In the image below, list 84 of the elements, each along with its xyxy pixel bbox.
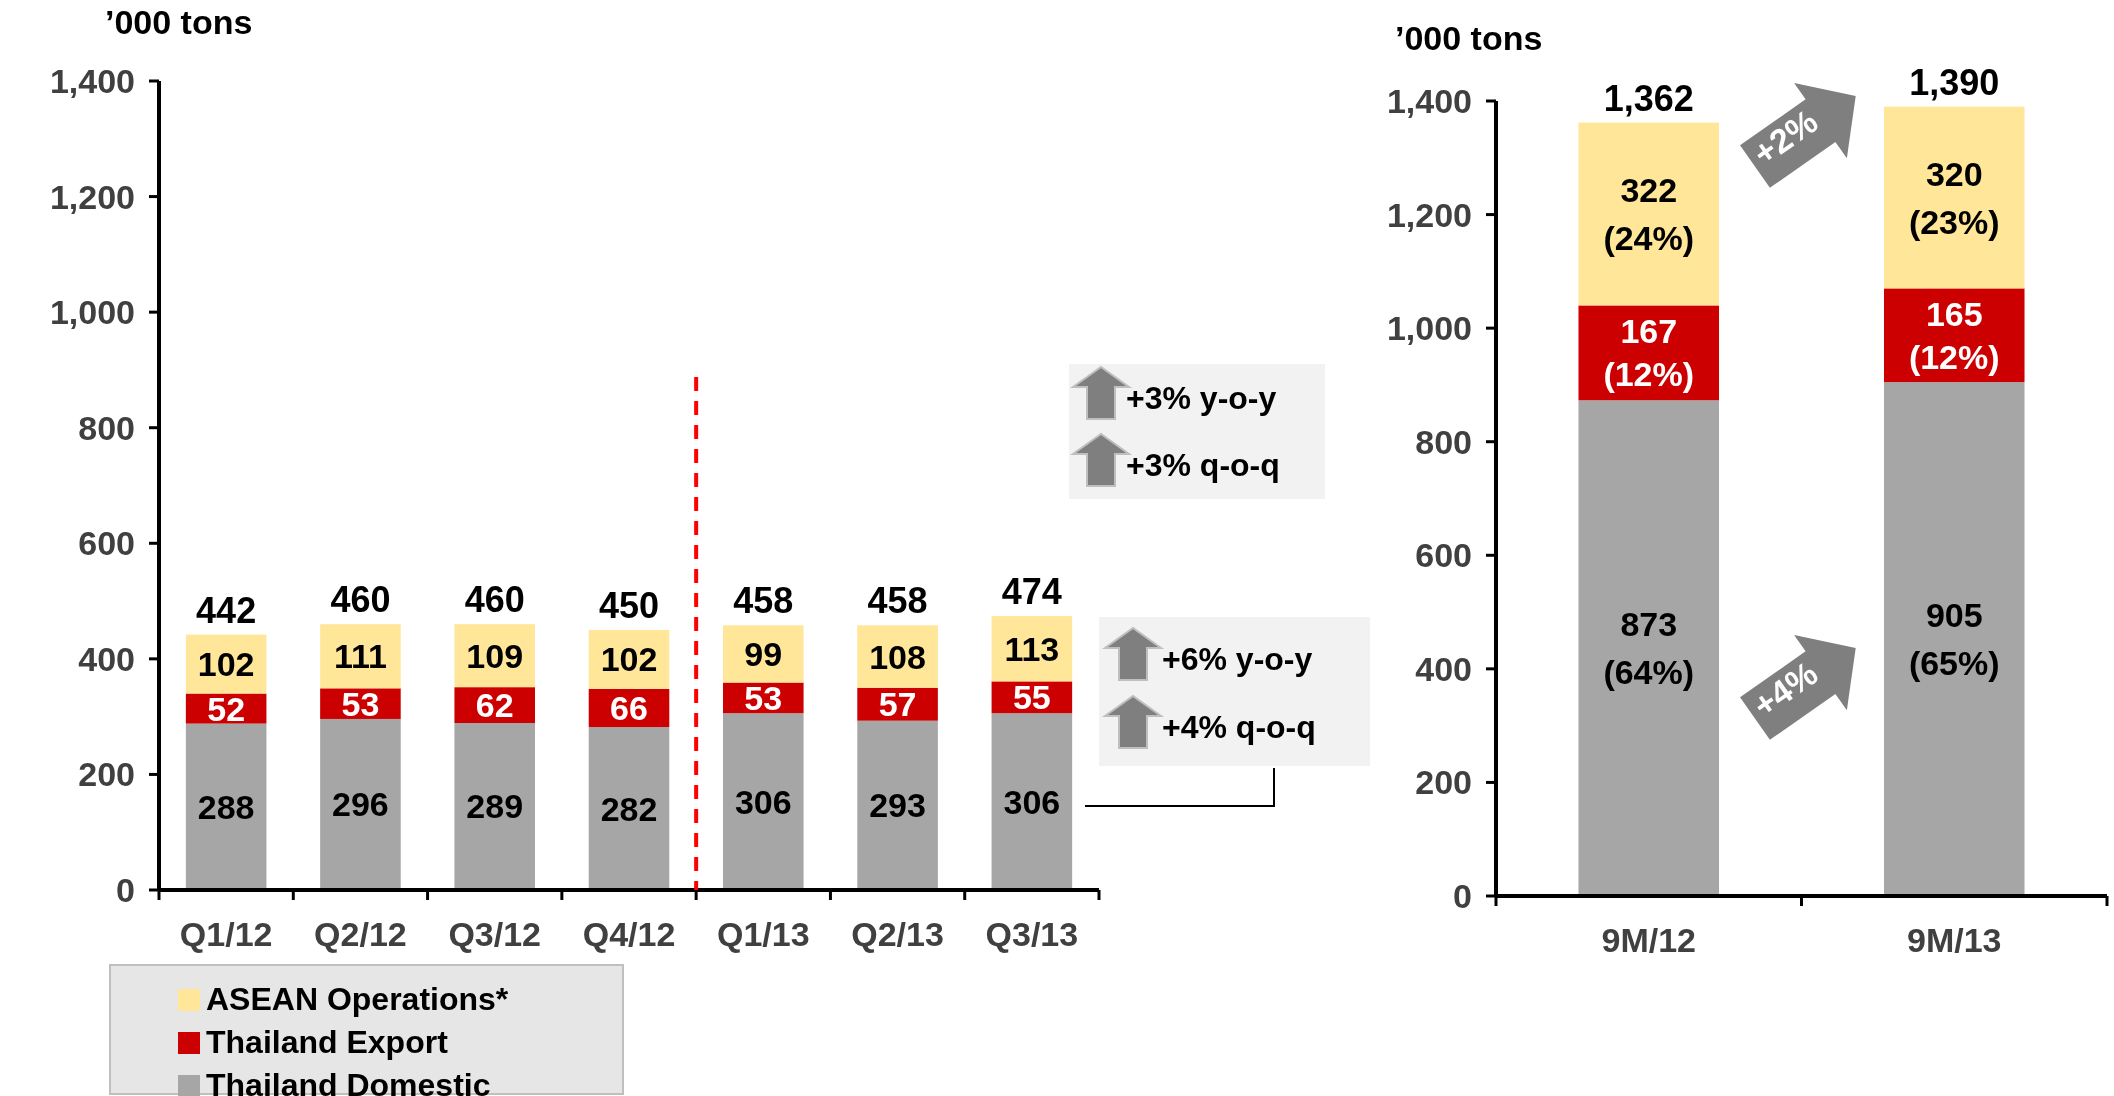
- total-label: 450: [598, 584, 660, 626]
- y-tick-label: 0: [1453, 877, 1472, 915]
- data-label: 52: [207, 689, 246, 728]
- data-label: 102: [600, 640, 658, 679]
- x-tick-label: Q4/12: [582, 915, 676, 953]
- bar: [1578, 400, 1720, 896]
- total-label: 1,390: [1909, 61, 2000, 103]
- chart-title: ’000 tons: [105, 3, 253, 41]
- total-label: 1,362: [1603, 77, 1694, 119]
- y-tick-label: 1,000: [1386, 309, 1472, 348]
- x-tick-label: Q2/12: [314, 915, 407, 953]
- chart-title: ’000 tons: [1395, 19, 1543, 57]
- y-tick-label: 600: [78, 524, 135, 563]
- data-label: 167 (12%): [1603, 312, 1695, 394]
- data-label: 282: [600, 789, 658, 828]
- bar: [1883, 106, 2025, 289]
- data-label: 306: [734, 782, 792, 821]
- bar: [857, 720, 938, 890]
- bar: [588, 727, 670, 890]
- text: +3% y-o-y: [1126, 380, 1277, 416]
- text: +4% q-o-q: [1162, 709, 1316, 745]
- data-label: 57: [878, 685, 917, 724]
- data-label: 108: [869, 637, 926, 676]
- data-label: 53: [341, 684, 380, 723]
- data-label: 53: [744, 678, 783, 717]
- y-tick-label: 400: [78, 639, 135, 678]
- data-label: 66: [610, 688, 648, 727]
- y-tick-label: 1,400: [49, 62, 135, 100]
- y-tick-label: 600: [1415, 536, 1472, 575]
- data-label: 102: [197, 645, 255, 684]
- data-label: 55: [1012, 678, 1051, 717]
- total-label: 458: [867, 580, 928, 622]
- y-tick-label: 200: [78, 755, 135, 794]
- data-label: 289: [466, 787, 524, 826]
- y-tick-label: 800: [78, 408, 135, 447]
- data-label: 109: [466, 636, 524, 675]
- y-tick-label: 1,200: [1386, 195, 1472, 234]
- y-tick-label: 400: [1415, 649, 1472, 688]
- y-tick-label: 1,000: [49, 293, 135, 332]
- annotation: +2%: [1745, 101, 1825, 173]
- data-label: 905 (65%): [1908, 596, 2000, 683]
- bar: [723, 625, 804, 683]
- y-tick-label: 1,400: [1386, 82, 1472, 120]
- x-tick-label: Q1/13: [716, 915, 810, 953]
- bar: [723, 713, 804, 890]
- data-label: 165 (12%): [1908, 294, 2000, 376]
- data-label: 62: [475, 686, 514, 725]
- total-label: 442: [196, 589, 257, 631]
- data-label: 873 (64%): [1603, 605, 1695, 692]
- x-tick-label: Q3/12: [448, 915, 542, 953]
- x-tick-label: Q1/12: [179, 915, 273, 953]
- y-tick-label: 1,200: [49, 177, 135, 216]
- data-label: 296: [332, 785, 389, 824]
- x-tick-label: 9M/12: [1601, 921, 1696, 959]
- bar: [1578, 122, 1720, 306]
- bar: [320, 718, 401, 890]
- y-tick-label: 800: [1415, 422, 1472, 461]
- data-label: 306: [1003, 782, 1061, 821]
- bar: [185, 723, 267, 890]
- y-tick-label: 200: [1415, 763, 1472, 802]
- x-tick-label: Q3/13: [985, 915, 1079, 953]
- total-label: 474: [1001, 571, 1062, 613]
- annotation: +4%: [1745, 653, 1825, 725]
- x-tick-label: Q2/13: [851, 915, 944, 953]
- total-label: 460: [464, 579, 525, 621]
- data-label: 111: [333, 637, 387, 676]
- total-label: 458: [733, 580, 794, 622]
- total-label: 460: [330, 579, 391, 621]
- data-label: 113: [1004, 629, 1060, 668]
- data-label: 293: [869, 786, 926, 825]
- bar: [1883, 382, 2025, 896]
- data-label: 322 (24%): [1603, 171, 1695, 257]
- bar: [991, 713, 1073, 890]
- text: +6% y-o-y: [1162, 641, 1313, 677]
- data-label: 320 (23%): [1908, 154, 2000, 241]
- legend-label: Thailand Domestic: [206, 1067, 491, 1096]
- y-tick-label: 0: [116, 871, 135, 909]
- x-tick-label: 9M/13: [1907, 921, 2002, 959]
- text: +3% q-o-q: [1126, 447, 1280, 483]
- legend-label: Thailand Export: [206, 1024, 449, 1060]
- legend-label: ASEAN Operations*: [206, 981, 509, 1017]
- bar: [454, 723, 535, 890]
- data-label: 99: [744, 634, 783, 673]
- data-label: 288: [197, 787, 255, 826]
